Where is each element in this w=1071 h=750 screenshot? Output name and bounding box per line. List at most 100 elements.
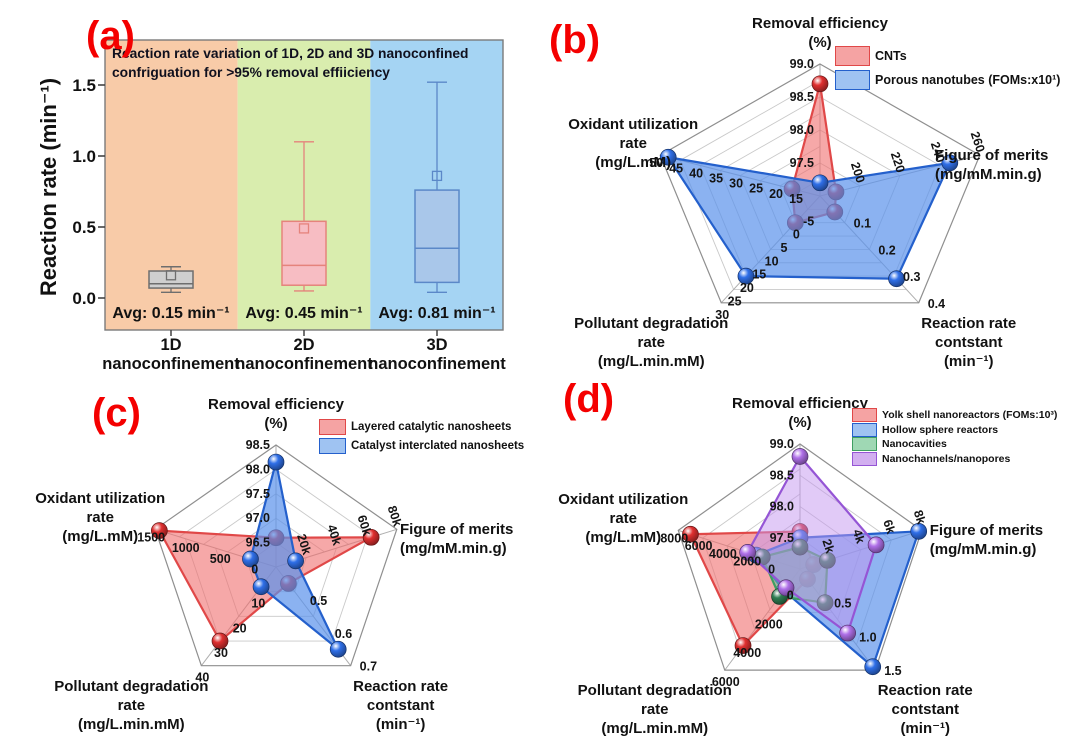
axis-title-oxidant-utilization-rate-line: rate — [619, 135, 647, 153]
axis-title-figure-of-merits: Figure of merits (mg/mM.min.g) — [400, 520, 536, 558]
axis-title-reaction-rate-constant-line: (min⁻¹) — [375, 715, 426, 733]
grid-line — [819, 129, 901, 176]
axis-title-oxidant-utilization-rate-line: rate — [86, 509, 114, 527]
legend-d: Yolk shell nanoreactors (FOMs:10³) Hollow… — [852, 408, 1057, 466]
data-point-marker — [682, 525, 699, 543]
data-point-marker — [737, 267, 755, 285]
tick-label: 97.5 — [246, 487, 270, 501]
legend-b: CNTs Porous nanotubes (FOMs:x10¹) — [835, 44, 1060, 92]
tick-label: 20 — [740, 281, 754, 295]
axis-title-reaction-rate-constant-line: Reaction rate — [877, 682, 973, 700]
y-tick-label: 0.0 — [72, 289, 96, 308]
tick-label: 1500 — [137, 530, 165, 544]
axis-title-reaction-rate-constant-line: Reaction rate — [921, 314, 1017, 332]
grid-line — [679, 80, 821, 161]
tick-label: 97.0 — [246, 511, 270, 525]
panel-a-title-line: confriguation for >95% removal effiicien… — [112, 65, 390, 80]
legend-swatch — [319, 438, 346, 455]
panel-c-radar: (c) 96.5 97.0 97.5 98.0 98.5 20k 40k 60k 80k 0.5 0… — [0, 375, 536, 750]
tick-label: 1.0 — [859, 630, 876, 644]
data-point-marker — [777, 579, 795, 597]
data-point-marker — [811, 75, 829, 93]
legend-swatch — [852, 437, 877, 452]
panel-c-letter: (c) — [92, 391, 141, 435]
legend-label: Hollow sphere reactors — [882, 423, 999, 436]
axis-title-reaction-rate-constant: Reaction rate contstant (min⁻¹) — [840, 681, 1010, 738]
tick-label: 2000 — [733, 555, 761, 569]
tick-label: 0 — [768, 562, 775, 576]
data-point-marker — [811, 174, 829, 192]
data-point-marker — [791, 448, 809, 465]
tick-label: 25 — [749, 182, 763, 196]
axis-title-reaction-rate-constant-line: (min⁻¹) — [943, 352, 994, 370]
panel-a-letter: (a) — [86, 14, 135, 58]
axis-title-figure-of-merits-line: (mg/mM.min.g) — [929, 541, 1037, 559]
x-category-label: 1D — [160, 336, 181, 354]
tick-label: 6000 — [712, 675, 740, 689]
tick-label: 99.0 — [790, 57, 814, 71]
panel-b-radar: (b) 97.5 98.0 98.5 99.0 200 220 240 260 0.1 0.2 0.… — [535, 0, 1071, 375]
tick-label: 0 — [793, 228, 800, 242]
grid-line — [331, 538, 368, 642]
outer-pentagon — [154, 444, 398, 667]
box-2d — [281, 220, 327, 286]
axis-title-removal-efficiency: Removal efficiency (%) — [680, 394, 920, 432]
legend-label: Layered catalytic nanosheets — [351, 420, 512, 433]
tick-label: 6k — [880, 518, 898, 536]
legend-item: Nanochannels/nanopores — [852, 451, 1057, 467]
tick-label: 4k — [850, 528, 868, 546]
legend-item: Porous nanotubes (FOMs:x10¹) — [835, 68, 1060, 92]
axis-title-figure-of-merits: Figure of merits (mg/mM.min.g) — [930, 521, 1066, 559]
legend-item: Hollow sphere reactors — [852, 422, 1057, 438]
tick-label: 260 — [968, 130, 988, 154]
axis-title-oxidant-utilization-rate: Oxidant utilization rate (mg/L.mM) — [553, 115, 713, 172]
axis-title-pollutant-degradation-rate-line: Pollutant degradation — [54, 677, 209, 695]
tick-label: 0 — [251, 563, 258, 577]
legend-swatch — [852, 451, 877, 466]
legend-swatch — [852, 408, 877, 423]
tick-label: 0.4 — [928, 297, 945, 311]
tick-label: 20 — [769, 187, 783, 201]
legend-item: CNTs — [835, 44, 1060, 68]
axis-title-oxidant-utilization-rate-line: Oxidant utilization — [568, 116, 699, 134]
legend-item: Catalyst interclated nanosheets — [319, 437, 524, 457]
grid-line — [275, 469, 373, 538]
y-axis-title: Reaction rate (min⁻¹) — [36, 78, 61, 296]
axis-title-removal-efficiency-line: Removal efficiency — [752, 15, 888, 32]
axis-title-pollutant-degradation-rate-line: rate — [637, 333, 666, 351]
x-category-label: nanoconfinement — [235, 355, 373, 373]
tick-label: 4000 — [733, 646, 761, 660]
radar-d-canvas: 97.598.098.599.02k4k6k8k0.51.01.50200040… — [660, 437, 928, 689]
series-polygon — [746, 455, 878, 635]
data-point-marker — [910, 522, 928, 540]
data-point-marker — [941, 154, 959, 172]
tick-label: 30 — [214, 646, 228, 660]
panel-b-letter: (b) — [549, 18, 601, 62]
x-category-label: nanoconfinement — [102, 355, 240, 373]
data-point-marker — [734, 637, 752, 654]
axis-title-pollutant-degradation-rate-line: Pollutant degradation — [577, 682, 732, 700]
tick-label: 98.5 — [246, 438, 270, 452]
tick-label: 98.5 — [790, 90, 814, 104]
tick-label: 200 — [848, 160, 868, 184]
tick-label: 0.6 — [335, 627, 352, 641]
grid-line — [702, 468, 801, 539]
outer-pentagon — [659, 63, 981, 304]
legend-swatch — [852, 422, 877, 437]
tick-label: 6000 — [685, 539, 713, 553]
data-point-marker — [739, 544, 757, 561]
avg-label: Avg: 0.45 min⁻¹ — [245, 305, 362, 322]
legend-item: Nanocavities — [852, 437, 1057, 452]
tick-label: 0.3 — [903, 270, 920, 284]
tick-label: 0.5 — [834, 597, 851, 611]
tick-label: 98.5 — [770, 468, 794, 482]
axis-title-removal-efficiency: Removal efficiency (%) — [700, 14, 940, 52]
axis-title-oxidant-utilization-rate-line: Oxidant utilization — [35, 490, 166, 508]
tick-label: 0.1 — [854, 217, 871, 231]
data-point-marker — [329, 640, 347, 658]
axis-title-oxidant-utilization-rate-line: (mg/L.mM) — [585, 529, 662, 547]
mean-marker — [165, 270, 177, 281]
tick-label: 25 — [728, 294, 742, 308]
tick-label: 99.0 — [770, 437, 794, 451]
